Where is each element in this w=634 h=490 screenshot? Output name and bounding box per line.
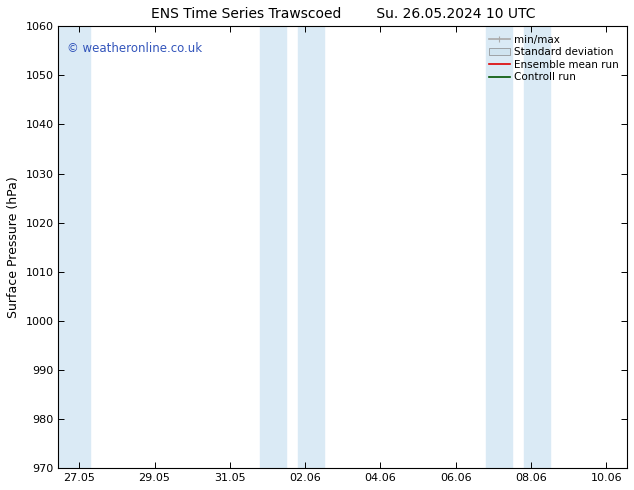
Bar xyxy=(58,26,91,468)
Bar xyxy=(524,26,550,468)
Title: ENS Time Series Trawscoed        Su. 26.05.2024 10 UTC: ENS Time Series Trawscoed Su. 26.05.2024… xyxy=(150,7,535,21)
Legend: min/max, Standard deviation, Ensemble mean run, Controll run: min/max, Standard deviation, Ensemble me… xyxy=(486,31,622,86)
Y-axis label: Surface Pressure (hPa): Surface Pressure (hPa) xyxy=(7,176,20,318)
Text: © weatheronline.co.uk: © weatheronline.co.uk xyxy=(67,42,202,55)
Bar xyxy=(486,26,512,468)
Bar xyxy=(297,26,324,468)
Bar xyxy=(260,26,287,468)
